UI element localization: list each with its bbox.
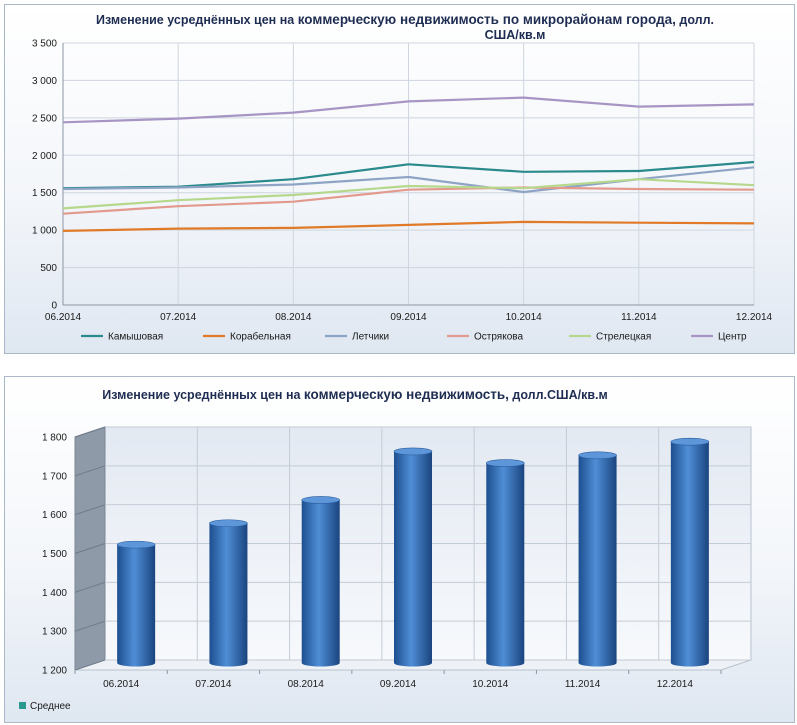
line-chart-plot: 0 500 1 000 1 500 2 000 2 500 3 000 3 500 06.201…	[32, 39, 773, 343]
series-line	[62, 96, 755, 124]
legend-label: Центр	[718, 332, 747, 343]
y-gridline-side	[74, 465, 106, 477]
bar	[209, 523, 248, 667]
y-gridline-side	[74, 504, 106, 516]
x-tick-label: 11.2014	[565, 679, 601, 690]
line-chart-title: Изменение усреднённых цен на коммерческу…	[95, 12, 715, 42]
y-tick-label: 2 000	[32, 151, 57, 162]
legend-label: Среднее	[30, 701, 71, 712]
y-tick-label: 1 500	[42, 549, 67, 560]
y-tick-label: 1 600	[42, 510, 67, 521]
y-tick-label: 1 500	[32, 188, 57, 199]
y-gridline-side	[74, 426, 106, 438]
x-tick-label: 09.2014	[380, 679, 417, 690]
bar-chart-panel: Изменение усреднённых цен на коммерческу…	[4, 376, 795, 723]
bar	[578, 455, 617, 667]
bar-chart-title: Изменение усреднённых цен на коммерческу…	[102, 387, 608, 402]
legend-label: Корабельная	[230, 331, 291, 343]
x-tick-label: 12.2014	[657, 679, 694, 690]
x-tick-label: 11.2014	[621, 312, 657, 323]
x-tick-label: 07.2014	[195, 679, 232, 690]
y-tick-label: 500	[40, 263, 57, 274]
x-tick-label: 06.2014	[103, 679, 140, 690]
y-gridline-side	[74, 543, 106, 554]
y-tick-label: 1 000	[32, 226, 57, 237]
bar-top	[116, 540, 156, 549]
series-line	[62, 186, 755, 215]
legend-swatch	[19, 702, 26, 709]
bar-top	[301, 496, 341, 504]
x-tick-label: 08.2014	[275, 312, 312, 323]
bar	[670, 441, 709, 667]
bar	[486, 463, 525, 667]
x-tick-label: 12.2014	[736, 312, 773, 323]
legend-label: Летчики	[352, 332, 389, 343]
x-tick-label: 09.2014	[390, 312, 427, 323]
x-tick-label: 07.2014	[160, 312, 197, 323]
bar-chart-plot: 1 200 1 300 1 400 1 500 1 600 1 700 1 800 06.20…	[19, 426, 752, 712]
legend-label: Камышовая	[108, 332, 163, 343]
x-tick-label: 10.2014	[472, 679, 509, 690]
legend-label: Стрелецкая	[596, 332, 651, 343]
y-tick-label: 1 800	[42, 433, 67, 444]
bar	[117, 544, 156, 667]
y-tick-label: 1 700	[42, 471, 67, 482]
y-tick-label: 1 400	[42, 588, 67, 599]
y-gridline-side	[74, 659, 106, 671]
line-chart-panel: Изменение усреднённых цен на коммерческу…	[4, 4, 795, 354]
bar-top	[209, 519, 248, 528]
y-gridline-side	[74, 581, 106, 593]
bar	[301, 499, 340, 667]
bar-top	[670, 437, 710, 446]
y-tick-label: 1 300	[42, 627, 67, 638]
y-tick-label: 1 200	[42, 666, 67, 677]
bar	[394, 451, 432, 667]
legend-label: Острякова	[474, 332, 523, 343]
y-gridline-side	[74, 620, 106, 632]
series-line	[62, 178, 755, 210]
bar-top	[578, 451, 617, 460]
y-tick-label: 3 000	[32, 76, 57, 87]
y-tick-label: 3 500	[32, 39, 57, 50]
y-tick-label: 0	[51, 301, 57, 312]
x-tick-label: 06.2014	[45, 312, 82, 323]
bar-top	[485, 459, 525, 467]
x-tick-label: 08.2014	[288, 679, 325, 690]
series-line	[62, 220, 755, 232]
bar-top	[393, 447, 433, 456]
x-tick-label: 10.2014	[506, 312, 543, 323]
y-tick-label: 2 500	[32, 113, 57, 124]
